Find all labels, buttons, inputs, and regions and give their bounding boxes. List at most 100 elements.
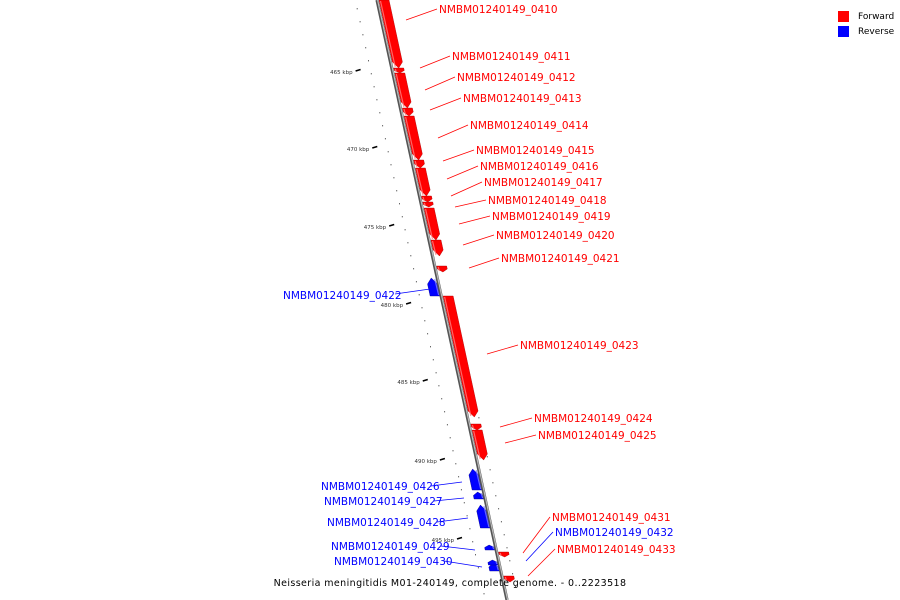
- gene-connector: [437, 124, 469, 139]
- guide-dot: [396, 190, 398, 192]
- gene-highlight: [499, 552, 502, 557]
- guide-dot: [503, 534, 505, 536]
- gene-highlight: [483, 505, 490, 528]
- guide-dot: [413, 268, 415, 270]
- guide-dot: [477, 567, 479, 569]
- gene-arrow-0424[interactable]: [470, 423, 482, 431]
- gene-arrow-0433[interactable]: [503, 575, 515, 583]
- gene-arrow-0428[interactable]: [476, 504, 491, 529]
- gene-label-0433[interactable]: NMBM01240149_0433: [557, 544, 676, 556]
- gene-arrow-0422[interactable]: [427, 277, 441, 297]
- gene-highlight: [416, 168, 424, 196]
- gene-label-0411[interactable]: NMBM01240149_0411: [452, 51, 571, 63]
- guide-dot: [376, 99, 378, 101]
- gene-label-0425[interactable]: NMBM01240149_0425: [538, 430, 657, 442]
- guide-dot: [506, 547, 508, 549]
- guide-dot: [495, 495, 497, 497]
- gene-label-0429[interactable]: NMBM01240149_0429: [331, 541, 450, 553]
- gene-label-0428[interactable]: NMBM01240149_0428: [327, 517, 446, 529]
- guide-dot: [480, 580, 482, 582]
- gene-label-0416[interactable]: NMBM01240149_0416: [480, 161, 599, 173]
- gene-arrow-0419[interactable]: [423, 207, 440, 241]
- gene-label-0422[interactable]: NMBM01240149_0422: [283, 290, 402, 302]
- guide-dot: [515, 586, 516, 588]
- tick-mark: [372, 145, 378, 149]
- gene-label-0421[interactable]: NMBM01240149_0421: [501, 253, 620, 265]
- tick-marks: 465 kbp 470 kbp 475 kbp 480 kbp 485 kbp 490 k…: [330, 68, 463, 544]
- gene-label-0430[interactable]: NMBM01240149_0430: [334, 556, 453, 568]
- gene-connector: [433, 497, 465, 502]
- gene-highlight: [444, 296, 472, 417]
- tick-label: 495 kbp: [432, 538, 455, 544]
- gene-arrow-0415[interactable]: [413, 159, 425, 169]
- gene-label-0426[interactable]: NMBM01240149_0426: [321, 481, 440, 493]
- guide-dot: [446, 424, 448, 426]
- gene-label-0424[interactable]: NMBM01240149_0424: [534, 413, 653, 425]
- gene-arrow-0414[interactable]: [403, 115, 423, 161]
- gene-connector: [462, 234, 495, 246]
- gene-arrow-0413[interactable]: [402, 107, 414, 117]
- gene-label-0412[interactable]: NMBM01240149_0412: [457, 72, 576, 84]
- gene-arrow-0431[interactable]: [498, 551, 510, 558]
- gene-features: [378, 0, 515, 583]
- gene-label-0418[interactable]: NMBM01240149_0418: [488, 195, 607, 207]
- gene-arrow-0412[interactable]: [394, 72, 412, 109]
- gene-arrow-0429[interactable]: [484, 544, 496, 551]
- tick-mark: [456, 536, 463, 540]
- gene-arrow-0421[interactable]: [436, 265, 448, 273]
- guide-dot: [384, 138, 386, 140]
- gene-arrow-0410[interactable]: [378, 0, 403, 69]
- gene-connector: [440, 545, 476, 551]
- gene-connector: [454, 199, 487, 208]
- gene-highlight: [424, 208, 434, 240]
- gene-highlight: [437, 266, 441, 272]
- gene-highlight: [414, 160, 418, 168]
- gene-label-0413[interactable]: NMBM01240149_0413: [463, 93, 582, 105]
- guide-dot: [362, 34, 364, 36]
- guide-dot: [489, 469, 491, 471]
- gene-arrow-0420[interactable]: [430, 239, 444, 257]
- guide-dot: [438, 385, 440, 387]
- gene-arrow-0411[interactable]: [393, 67, 405, 74]
- guide-dot: [498, 508, 500, 510]
- guide-dot: [449, 437, 451, 439]
- gene-connector: [527, 548, 556, 577]
- legend-forward: Forward: [838, 9, 894, 24]
- guide-dot: [368, 60, 369, 62]
- gene-connector: [525, 531, 554, 562]
- gene-connector: [405, 8, 438, 21]
- guide-dot: [458, 476, 460, 478]
- gene-highlight: [423, 202, 426, 207]
- gene-arrow-0427[interactable]: [473, 491, 485, 500]
- gene-label-0423[interactable]: NMBM01240149_0423: [520, 340, 639, 352]
- gene-label-0427[interactable]: NMBM01240149_0427: [324, 496, 443, 508]
- gene-connector: [450, 181, 483, 197]
- tick-label: 465 kbp: [330, 70, 353, 76]
- gene-highlight: [395, 73, 405, 108]
- gene-label-0420[interactable]: NMBM01240149_0420: [496, 230, 615, 242]
- gene-arrow-0423[interactable]: [442, 295, 479, 418]
- gene-label-0410[interactable]: NMBM01240149_0410: [439, 4, 558, 16]
- gene-connector: [419, 55, 451, 69]
- gene-arrow-0426[interactable]: [468, 468, 483, 491]
- gene-highlight: [495, 560, 498, 565]
- gene-label-0415[interactable]: NMBM01240149_0415: [476, 145, 595, 157]
- gene-label-0419[interactable]: NMBM01240149_0419: [492, 211, 611, 223]
- guide-dot: [365, 47, 367, 49]
- gene-arrow-0425[interactable]: [471, 429, 488, 461]
- gene-label-0432[interactable]: NMBM01240149_0432: [555, 527, 674, 539]
- tick-label: 470 kbp: [347, 147, 370, 153]
- gene-arrow-0417[interactable]: [421, 195, 433, 203]
- gene-arrow-0432[interactable]: [487, 559, 499, 566]
- guide-dot: [424, 320, 426, 322]
- gene-connector: [442, 149, 475, 162]
- gene-label-0431[interactable]: NMBM01240149_0431: [552, 512, 671, 524]
- gene-label-0417[interactable]: NMBM01240149_0417: [484, 177, 603, 189]
- gene-arrow-0416[interactable]: [415, 167, 431, 197]
- legend-reverse: Reverse: [838, 24, 894, 39]
- gene-arrow-0418[interactable]: [422, 201, 434, 208]
- gene-label-0414[interactable]: NMBM01240149_0414: [470, 120, 589, 132]
- gene-labels: NMBM01240149_0410 NMBM01240149_0411 NMBM01…: [283, 4, 676, 577]
- guide-dot: [492, 482, 494, 484]
